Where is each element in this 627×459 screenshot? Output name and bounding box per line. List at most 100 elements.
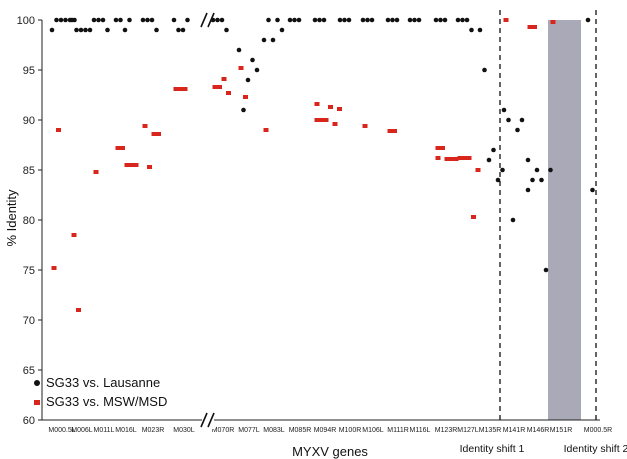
point-lausanne [491,147,496,153]
point-lausanne [360,17,366,23]
legend-marker-lausanne [34,380,40,386]
point-msw-msd [178,87,183,91]
point-lausanne [590,187,595,193]
point-msw-msd [328,105,333,109]
point-lausanne [346,17,352,23]
point-lausanne [219,17,225,23]
point-lausanne [412,17,417,23]
x-tick-label: M094R [314,427,337,434]
x-tick-label: M123R [435,427,458,434]
y-tick-label: 80 [23,215,35,227]
point-lausanne [287,17,293,23]
point-lausanne [154,27,159,33]
point-lausanne [495,177,501,183]
point-lausanne [548,167,553,173]
point-msw-msd [51,266,57,270]
point-msw-msd [133,163,139,167]
point-lausanne [279,27,285,33]
y-tick-label: 75 [23,265,35,277]
point-lausanne [261,37,267,43]
point-lausanne [270,37,276,43]
point-msw-msd [475,168,481,172]
point-lausanne [171,17,177,23]
point-msw-msd [120,146,125,150]
point-lausanne [500,167,505,173]
point-lausanne [530,177,535,183]
point-msw-msd [550,20,556,24]
point-lausanne [91,17,97,23]
point-lausanne [464,17,470,23]
point-msw-msd [182,87,188,91]
point-lausanne [515,127,520,133]
point-msw-msd [440,146,445,150]
point-msw-msd [129,163,134,167]
x-tick-label: M116L [410,427,431,434]
point-lausanne [296,17,302,23]
point-lausanne [140,17,146,23]
point-lausanne [469,27,474,33]
point-msw-msd [362,124,368,128]
x-axis-title: MYXV genes [292,444,368,459]
point-msw-msd [115,146,121,150]
point-msw-msd [151,132,157,136]
point-lausanne [482,67,487,73]
point-lausanne [510,217,516,223]
axis-break-mark [207,412,215,428]
point-lausanne [127,17,132,23]
point-lausanne [321,17,327,23]
point-msw-msd [314,102,320,106]
point-lausanne [215,17,220,23]
axis-break-mark [200,412,208,428]
point-lausanne [390,17,395,23]
point-lausanne [78,27,84,33]
x-tick-label: M127L [457,427,479,434]
point-lausanne [54,17,59,23]
point-lausanne [275,17,280,23]
point-lausanne [477,27,483,33]
point-msw-msd [471,215,476,219]
point-msw-msd [449,157,454,161]
x-tick-label: M111R [387,427,409,434]
y-tick-label: 65 [23,365,35,377]
point-lausanne [539,177,544,183]
y-tick-label: 90 [23,115,35,127]
point-lausanne [460,17,465,23]
axis-break-mark [200,12,208,28]
point-msw-msd [243,95,248,99]
point-msw-msd [462,156,467,160]
point-lausanne [407,17,413,23]
point-lausanne [87,27,93,33]
point-lausanne [49,27,55,33]
x-tick-label: M006L [71,427,93,434]
point-msw-msd [527,25,533,29]
point-lausanne [543,267,549,273]
point-msw-msd [387,129,393,133]
y-tick-label: 70 [23,315,35,327]
point-msw-msd [392,129,397,133]
y-tick-label: 95 [23,65,35,77]
point-lausanne [385,17,391,23]
point-lausanne [486,157,492,163]
point-msw-msd [444,157,450,161]
point-lausanne [105,27,110,33]
point-lausanne [337,17,343,23]
point-lausanne [317,17,322,23]
point-lausanne [122,27,128,33]
point-lausanne [312,17,318,23]
point-lausanne [585,17,591,23]
point-lausanne [241,107,246,113]
point-lausanne [74,27,79,33]
x-tick-label: M000.5L [48,427,75,434]
x-tick-label: M100R [339,427,362,434]
point-lausanne [210,17,216,23]
x-tick-label: M016L [115,427,137,434]
point-msw-msd [147,165,152,169]
point-lausanne [113,17,119,23]
point-lausanne [433,17,439,23]
point-msw-msd [76,308,81,312]
point-lausanne [83,27,88,33]
point-msw-msd [124,163,130,167]
point-lausanne [58,17,64,23]
point-msw-msd [503,18,509,22]
point-lausanne [438,17,443,23]
